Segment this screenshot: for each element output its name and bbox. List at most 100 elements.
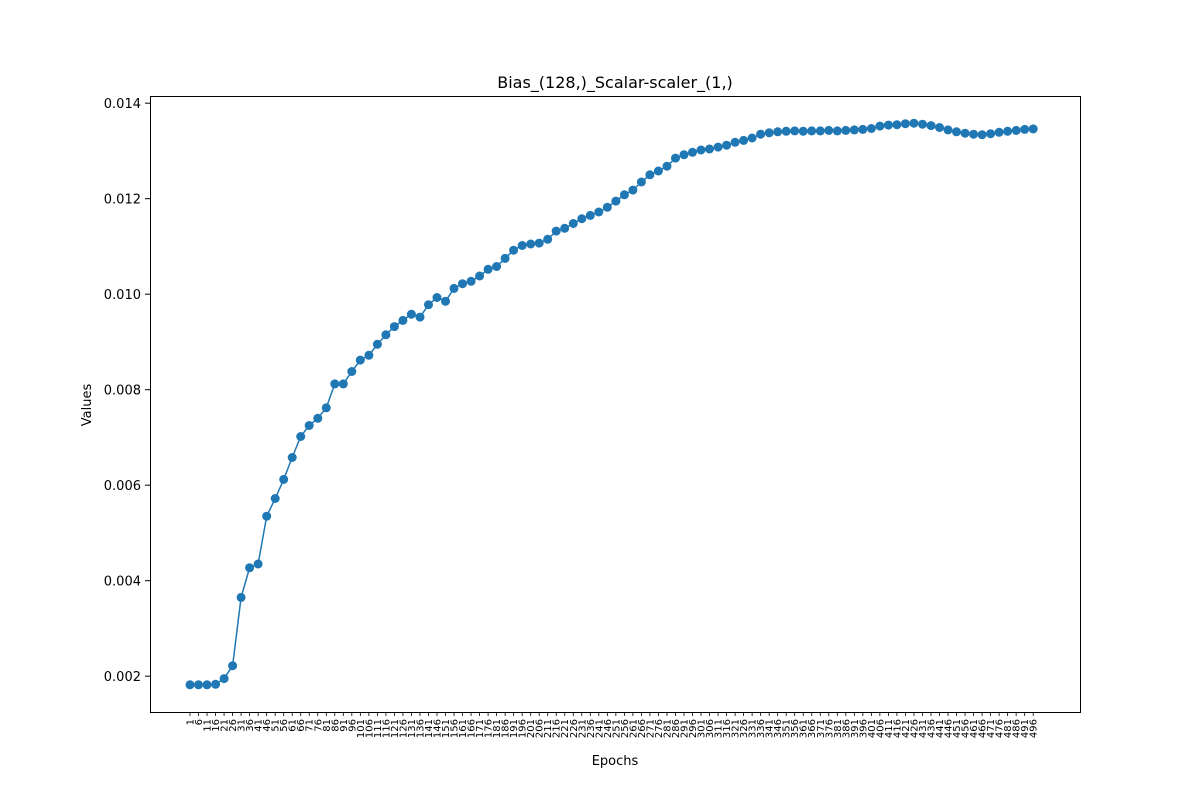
data-point: [619, 190, 629, 200]
x-tick-label: 401: [867, 719, 878, 738]
x-tick-label: 426: [909, 719, 920, 738]
y-tick-label: 0.008: [104, 384, 141, 399]
x-tick-label: 391: [850, 719, 861, 738]
data-point: [355, 355, 365, 365]
x-tick-label: 266: [637, 719, 648, 738]
data-point: [236, 592, 246, 602]
data-point: [364, 350, 374, 360]
x-tick-label: 486: [1012, 719, 1023, 738]
x-tick-label: 146: [432, 719, 443, 738]
data-point: [381, 330, 391, 340]
data-point: [918, 119, 927, 129]
data-point: [253, 559, 263, 569]
x-tick-label: 411: [884, 719, 895, 738]
x-tick-label: 376: [824, 719, 835, 738]
data-point: [296, 432, 306, 441]
x-tick-label: 176: [484, 719, 495, 738]
x-tick-label: 101: [356, 719, 367, 738]
y-tick-label: 0.014: [104, 97, 141, 112]
data-point: [415, 312, 425, 322]
data-point: [764, 128, 774, 138]
x-tick-label: 471: [986, 719, 997, 738]
x-tick-label: 346: [773, 719, 784, 738]
data-point: [475, 271, 485, 281]
chart-title: Bias_(128,)_Scalar-scaler_(1,): [497, 73, 733, 93]
x-tick-label: 121: [390, 719, 401, 738]
data-point: [432, 293, 442, 302]
x-tick-label: 291: [679, 719, 690, 738]
x-tick-label: 421: [901, 719, 912, 738]
x-tick-label: 76: [313, 719, 324, 732]
data-point: [1003, 126, 1013, 136]
x-tick-label: 331: [748, 719, 759, 738]
x-tick-label: 21: [220, 719, 231, 732]
data-point: [560, 223, 570, 233]
data-point: [756, 129, 766, 139]
data-point: [543, 234, 553, 244]
y-tick-label: 0.004: [104, 575, 141, 590]
x-tick-label: 166: [467, 719, 478, 738]
data-point: [935, 123, 944, 132]
data-point: [458, 279, 467, 289]
x-tick-label: 251: [611, 719, 622, 738]
data-point: [688, 147, 697, 157]
data-point: [270, 494, 280, 503]
y-tick-label: 0.002: [104, 670, 141, 685]
data-point: [909, 118, 919, 128]
data-point: [194, 680, 203, 690]
data-point: [653, 166, 663, 176]
data-point: [1011, 125, 1021, 135]
x-tick-label: 46: [262, 719, 273, 732]
x-tick-label: 116: [381, 719, 392, 738]
data-point: [483, 264, 493, 274]
x-tick-label: 336: [756, 719, 767, 738]
x-tick-label: 366: [807, 719, 818, 738]
x-tick-label: 326: [739, 719, 750, 738]
data-point: [892, 120, 902, 130]
x-axis-label: Epochs: [592, 754, 639, 769]
x-tick-label: 1: [186, 719, 197, 725]
y-tick-label: 0.006: [104, 479, 141, 494]
data-point: [602, 202, 612, 212]
data-point: [858, 124, 868, 134]
x-tick-label: 11: [203, 719, 214, 732]
data-point: [705, 144, 714, 154]
data-point: [875, 121, 885, 131]
data-point: [330, 379, 340, 389]
data-point: [585, 210, 595, 220]
data-point: [594, 207, 604, 217]
x-tick-label: 361: [799, 719, 810, 738]
data-point: [943, 125, 953, 135]
x-tick-label: 61: [288, 719, 299, 732]
x-tick-label: 261: [628, 719, 639, 738]
data-point: [790, 126, 800, 136]
data-point: [798, 126, 808, 136]
x-tick-label: 406: [875, 719, 886, 738]
x-tick-label: 441: [935, 719, 946, 738]
data-point: [781, 126, 791, 136]
x-tick-label: 301: [697, 719, 708, 738]
x-tick-label: 296: [688, 719, 699, 738]
data-point: [287, 453, 297, 462]
data-point: [279, 474, 289, 484]
data-point: [347, 367, 357, 376]
x-tick-label: 256: [620, 719, 631, 738]
x-tick-label: 126: [398, 719, 409, 738]
data-point: [1020, 124, 1030, 134]
data-point: [960, 128, 970, 138]
x-tick-label: 66: [296, 719, 307, 732]
data-point: [313, 413, 323, 423]
data-point: [773, 127, 783, 137]
x-tick-label: 231: [577, 719, 588, 738]
x-tick-label: 206: [535, 719, 546, 738]
x-tick-label: 91: [339, 719, 350, 732]
data-point: [662, 161, 672, 171]
x-tick-label: 321: [731, 719, 742, 738]
x-tick-label: 241: [594, 719, 605, 738]
x-tick-label: 81: [322, 719, 333, 732]
x-tick-label: 136: [415, 719, 426, 738]
x-tick-label: 111: [373, 719, 384, 738]
data-point: [849, 125, 859, 135]
x-tick-label: 171: [475, 719, 486, 738]
